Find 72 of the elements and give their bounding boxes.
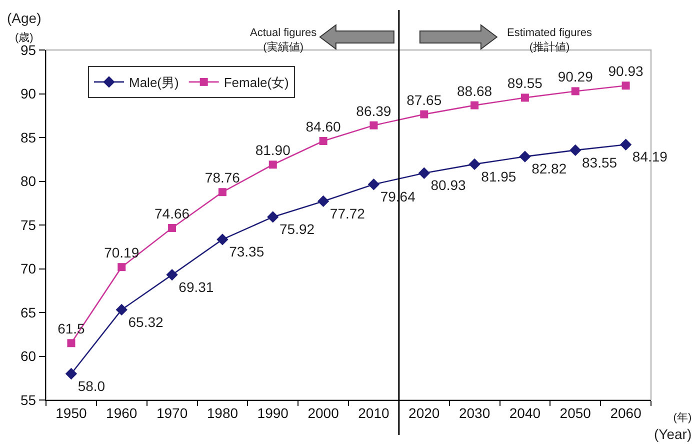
x-tick-label: 2030 xyxy=(458,404,490,421)
point xyxy=(370,121,378,130)
data-label: 70.19 xyxy=(104,244,140,261)
data-label: 75.92 xyxy=(280,221,315,238)
x-axis-title: (年) (Year) xyxy=(654,412,692,442)
legend-label: Female(女) xyxy=(224,75,289,90)
y-tick-label: 70 xyxy=(20,260,36,277)
data-label: 74.66 xyxy=(154,205,190,222)
point xyxy=(519,150,531,162)
x-tick-label: 1980 xyxy=(206,404,238,421)
data-label: 58.0 xyxy=(78,378,106,394)
data-label: 82.82 xyxy=(532,160,567,177)
y-tick-label: 90 xyxy=(20,86,36,102)
point xyxy=(317,195,330,208)
point xyxy=(65,368,78,380)
data-label: 87.65 xyxy=(406,92,442,108)
x-tick-label: 2060 xyxy=(610,404,642,421)
y-axis-title: (Age) (歳) xyxy=(7,10,42,44)
point xyxy=(622,82,630,90)
point xyxy=(267,211,279,223)
point xyxy=(116,304,128,316)
point xyxy=(166,268,178,281)
data-label: 77.72 xyxy=(330,205,366,222)
x-tick-label: 1960 xyxy=(106,404,138,421)
data-label: 83.55 xyxy=(582,154,618,170)
data-label: 81.95 xyxy=(481,168,516,184)
point xyxy=(570,144,582,156)
data-label: 84.19 xyxy=(632,148,668,165)
y-tick-label: 60 xyxy=(20,348,36,364)
point xyxy=(368,178,380,190)
x-tick-label: 1970 xyxy=(156,404,188,421)
legend-label: Male(男) xyxy=(129,75,179,90)
y-tick-label: 55 xyxy=(20,392,36,408)
point xyxy=(218,188,226,196)
x-tick-label: 1990 xyxy=(257,404,289,421)
annotation: Estimated figures (推計値) xyxy=(507,27,592,54)
data-label: 78.76 xyxy=(204,170,240,186)
point xyxy=(268,160,277,169)
x-tick-label: 2040 xyxy=(509,404,541,421)
annotation: Actual figures (実績値) xyxy=(250,27,318,54)
x-tick-label: 2020 xyxy=(408,404,440,421)
y-tick-label: 80 xyxy=(20,173,36,190)
x-tick-label: 2010 xyxy=(358,404,390,421)
point xyxy=(418,167,430,179)
point xyxy=(319,137,328,145)
point xyxy=(571,87,580,96)
y-tick-label: 65 xyxy=(20,304,36,320)
data-label: 84.60 xyxy=(306,118,342,134)
data-label: 73.35 xyxy=(229,244,264,260)
data-label: 65.32 xyxy=(128,314,164,330)
x-tick-label: 2050 xyxy=(560,404,592,421)
x-tick-label: 2000 xyxy=(308,404,340,421)
data-label: 80.93 xyxy=(430,177,466,194)
point xyxy=(520,94,529,102)
data-label: 69.31 xyxy=(178,278,214,295)
data-label: 86.39 xyxy=(356,102,392,119)
point xyxy=(420,110,428,118)
point xyxy=(67,339,76,348)
data-label: 89.55 xyxy=(507,75,543,92)
point xyxy=(118,263,126,272)
data-label: 90.29 xyxy=(558,68,594,85)
y-tick-label: 85 xyxy=(20,129,36,146)
y-tick-label: 75 xyxy=(20,216,36,233)
point xyxy=(620,138,632,150)
data-label: 88.68 xyxy=(457,82,492,99)
point xyxy=(216,234,228,246)
data-label: 81.90 xyxy=(255,142,291,158)
point xyxy=(468,158,480,170)
x-tick-label: 1950 xyxy=(56,404,87,421)
point xyxy=(168,224,176,232)
data-label: 90.93 xyxy=(608,63,644,80)
point xyxy=(470,101,479,110)
